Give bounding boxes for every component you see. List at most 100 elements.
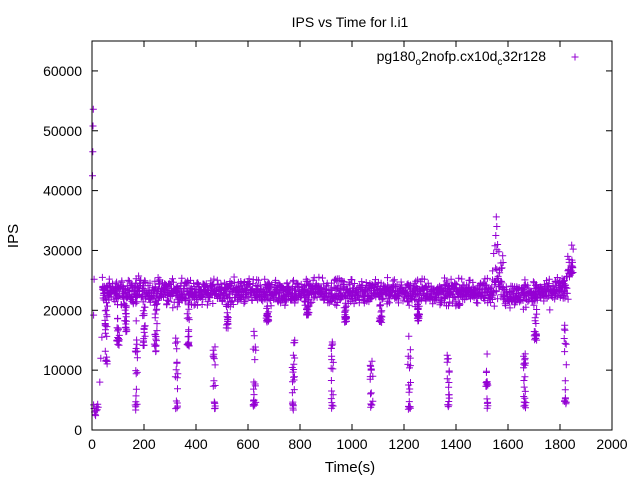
data-point xyxy=(482,281,490,289)
data-point xyxy=(185,326,193,334)
data-point xyxy=(96,378,104,386)
data-point xyxy=(210,353,218,361)
data-point xyxy=(521,373,529,381)
data-point xyxy=(424,279,432,287)
data-point xyxy=(386,299,393,307)
data-point xyxy=(561,321,569,329)
y-axis-label: IPS xyxy=(5,224,22,248)
data-point xyxy=(532,331,540,339)
data-point xyxy=(122,313,130,321)
data-point xyxy=(445,302,452,310)
data-point xyxy=(521,361,529,369)
data-point xyxy=(480,293,488,301)
data-point xyxy=(140,310,148,318)
data-point xyxy=(346,281,354,289)
data-point xyxy=(429,300,437,308)
data-point xyxy=(255,276,263,284)
data-point xyxy=(563,289,571,297)
data-point xyxy=(291,286,298,294)
data-point xyxy=(568,241,576,249)
data-point xyxy=(348,276,356,284)
data-point xyxy=(241,298,249,306)
data-point xyxy=(533,310,541,318)
data-point xyxy=(211,405,219,413)
data-point xyxy=(318,284,326,292)
data-point xyxy=(310,294,318,302)
data-point xyxy=(378,296,386,304)
y-tick-label: 20000 xyxy=(43,302,82,318)
data-point xyxy=(184,341,192,348)
data-point xyxy=(133,340,141,348)
data-point xyxy=(406,362,414,370)
y-tick-label: 50000 xyxy=(43,123,82,139)
data-point xyxy=(483,367,490,375)
data-point xyxy=(194,279,202,287)
x-tick-label: 200 xyxy=(132,436,156,452)
data-point xyxy=(495,248,503,256)
data-point xyxy=(103,332,111,340)
data-point xyxy=(135,272,143,280)
data-point xyxy=(415,302,423,310)
data-point xyxy=(291,373,298,381)
data-point xyxy=(169,304,177,312)
data-point xyxy=(521,350,529,358)
data-point xyxy=(223,309,231,317)
legend-label: pg180o2nofp.cx10dc32r128 xyxy=(377,48,547,68)
data-point xyxy=(368,357,376,365)
data-point xyxy=(224,320,232,328)
data-point xyxy=(209,346,217,354)
data-point xyxy=(340,278,348,286)
data-point xyxy=(263,302,271,310)
data-point xyxy=(249,345,257,353)
data-point xyxy=(291,336,299,344)
data-point xyxy=(151,314,159,322)
data-point xyxy=(328,341,336,349)
data-point xyxy=(251,382,259,390)
data-point xyxy=(102,306,110,314)
data-point xyxy=(405,301,413,309)
data-point xyxy=(405,388,413,396)
x-tick-label: 1200 xyxy=(388,436,419,452)
data-point xyxy=(530,301,538,309)
data-point xyxy=(565,255,573,263)
data-point xyxy=(327,344,335,352)
data-point xyxy=(113,336,121,344)
data-point xyxy=(407,379,414,386)
x-tick-label: 1800 xyxy=(544,436,575,452)
data-point xyxy=(379,294,387,302)
data-point xyxy=(173,338,181,346)
data-point xyxy=(520,360,528,368)
data-point xyxy=(261,275,269,283)
data-point xyxy=(133,298,141,306)
data-point xyxy=(458,275,466,283)
data-point xyxy=(456,300,464,308)
data-point xyxy=(305,309,313,317)
data-point xyxy=(289,351,297,359)
data-point xyxy=(561,397,569,405)
data-point xyxy=(90,311,98,319)
data-point xyxy=(146,279,154,287)
data-point xyxy=(94,403,102,411)
data-point xyxy=(187,276,194,284)
data-point xyxy=(329,391,337,399)
data-point xyxy=(248,297,256,304)
data-point xyxy=(496,269,504,277)
data-point xyxy=(211,361,219,369)
data-point xyxy=(443,375,451,383)
data-point xyxy=(545,275,553,283)
data-point xyxy=(569,258,576,266)
data-point xyxy=(154,296,162,304)
data-point xyxy=(104,302,111,310)
data-point xyxy=(210,275,218,283)
data-point xyxy=(202,280,210,288)
data-point xyxy=(519,297,527,304)
data-point xyxy=(561,386,569,394)
data-point xyxy=(561,377,569,385)
data-point xyxy=(289,378,296,386)
data-point xyxy=(367,362,375,370)
data-point xyxy=(97,354,105,362)
x-tick-label: 0 xyxy=(88,436,96,452)
data-point xyxy=(376,314,384,322)
data-point xyxy=(165,297,173,305)
